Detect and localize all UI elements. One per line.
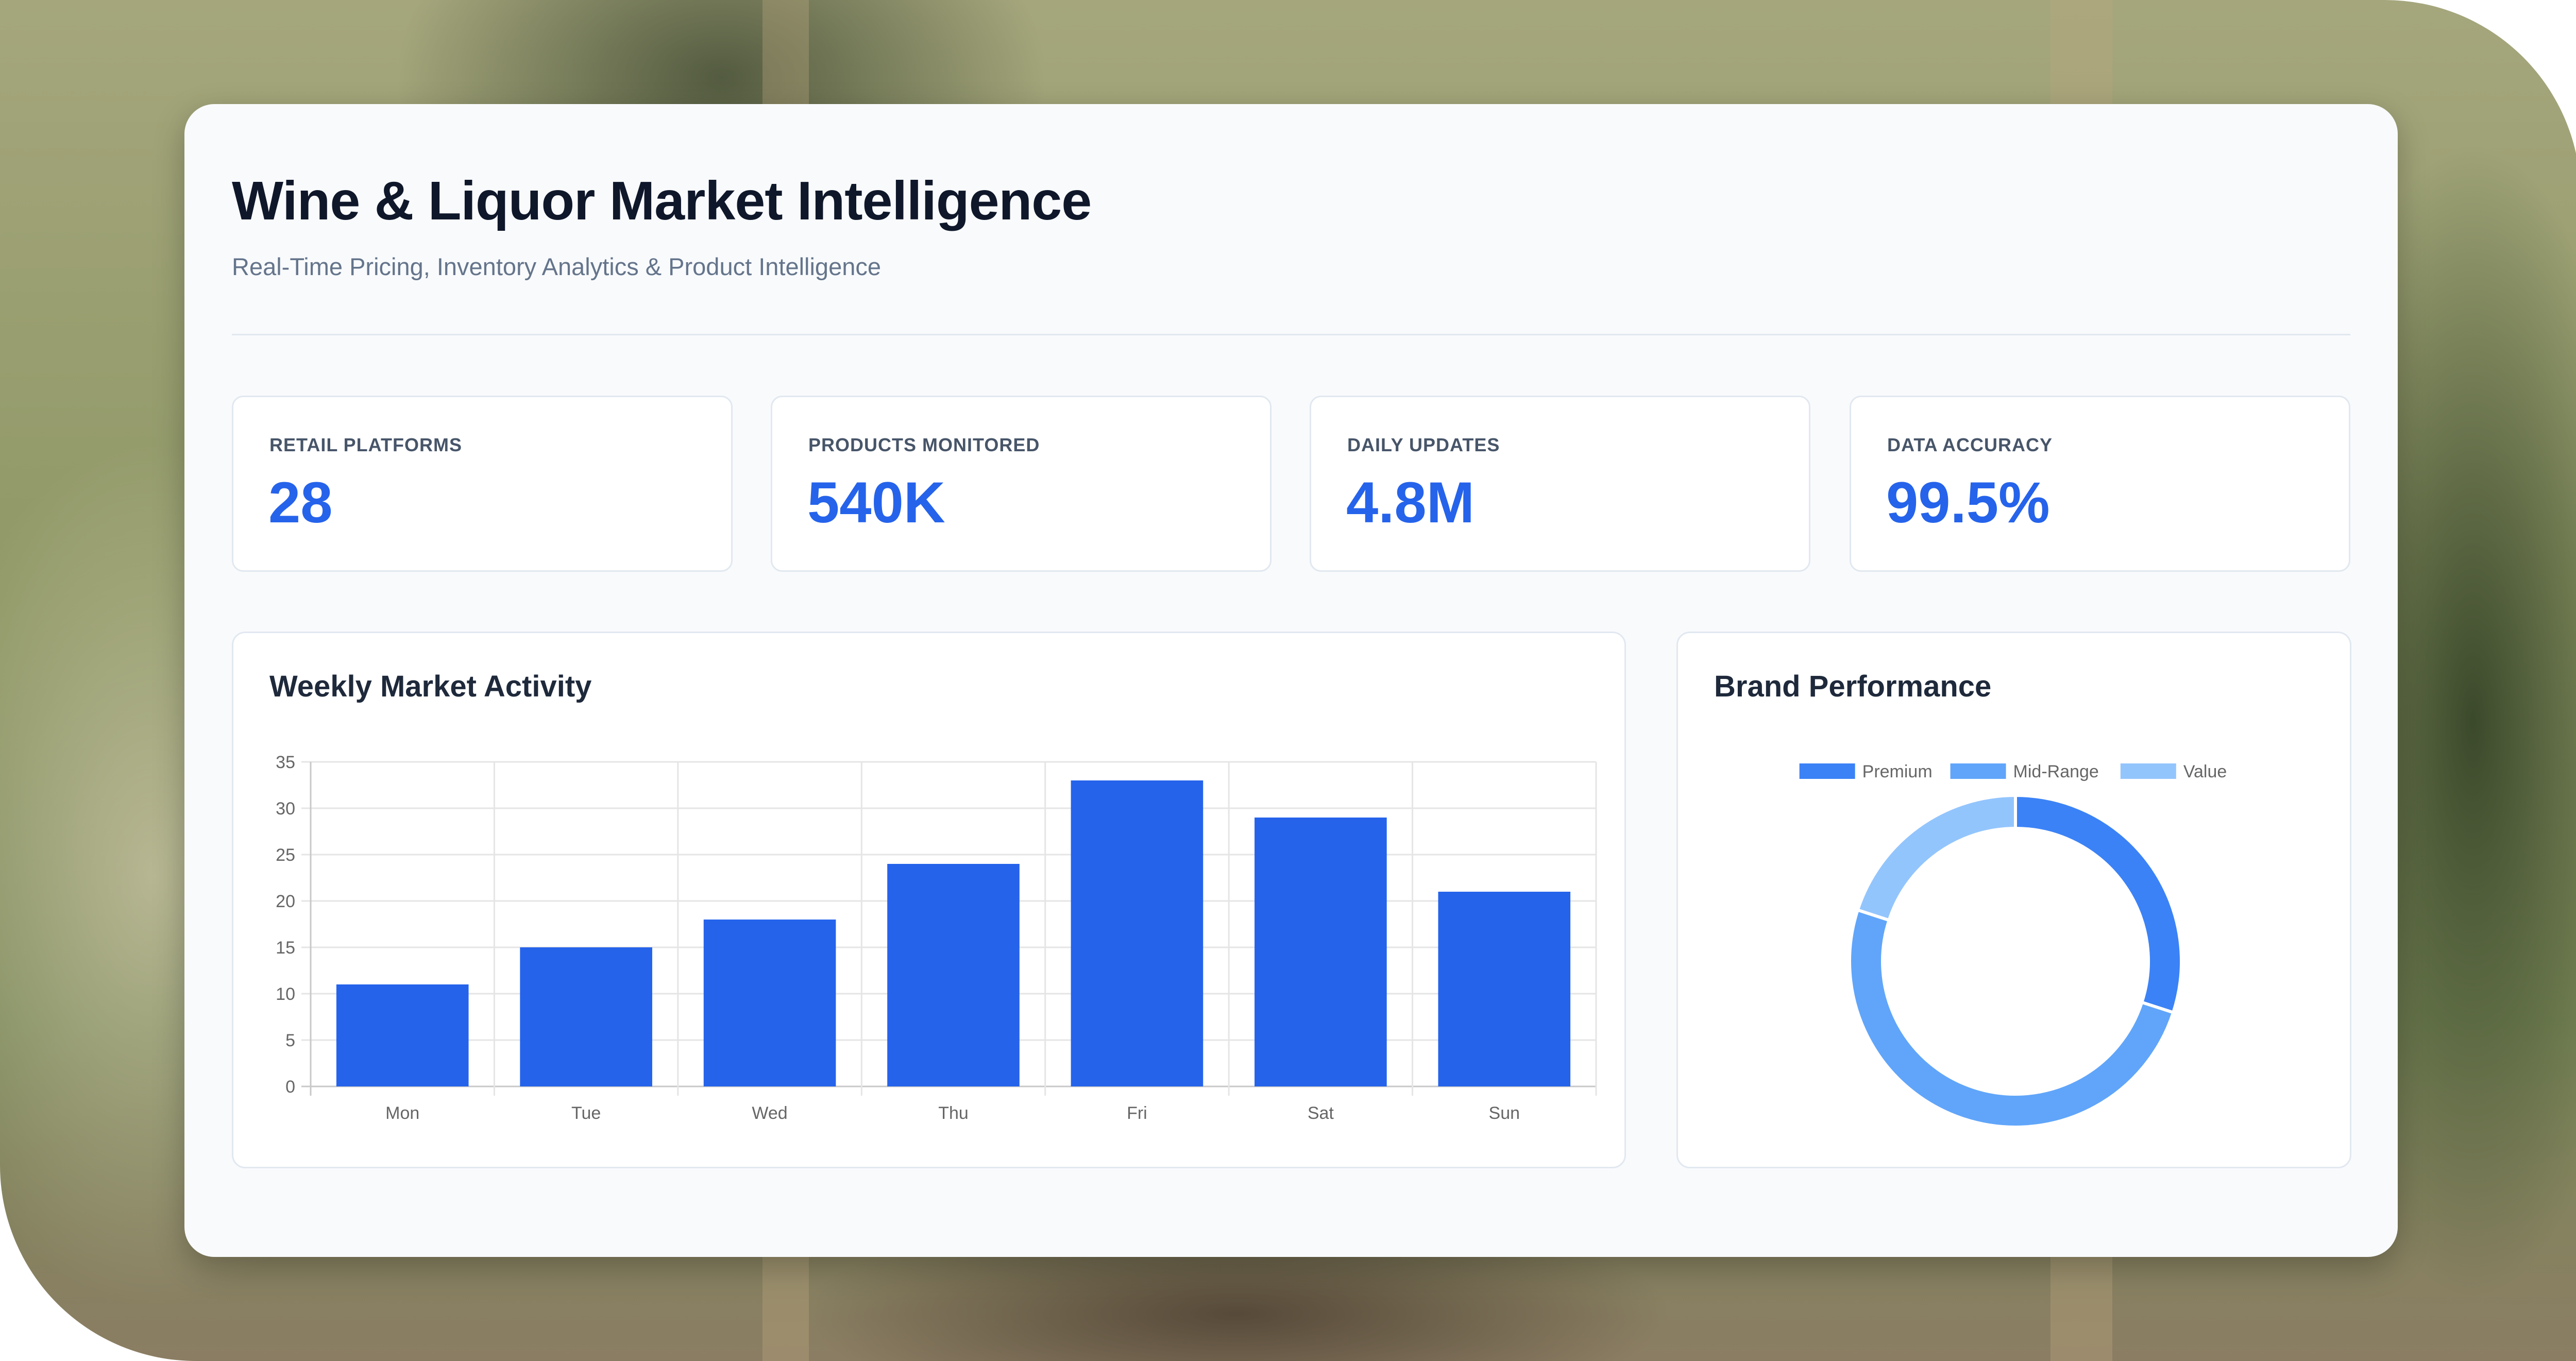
bar-wed [703, 920, 836, 1086]
x-tick-label: Sat [1308, 1103, 1334, 1123]
y-tick-label: 20 [276, 892, 295, 911]
y-tick-label: 15 [276, 938, 295, 958]
y-tick-label: 25 [276, 845, 295, 865]
stat-card-daily-updates: DAILY UPDATES 4.8M [1310, 396, 1810, 572]
stat-card-retail-platforms: RETAIL PLATFORMS 28 [232, 396, 733, 572]
dashboard-panel: Wine & Liquor Market Intelligence Real-T… [184, 104, 2398, 1257]
stat-value: 28 [268, 470, 333, 535]
chart-title: Brand Performance [1714, 670, 1992, 703]
y-tick-label: 35 [276, 753, 295, 772]
legend-label: Premium [1862, 762, 1933, 781]
chart-title: Weekly Market Activity [269, 670, 592, 703]
x-tick-label: Tue [571, 1103, 601, 1123]
stat-label: DATA ACCURACY [1887, 434, 2053, 455]
bar-sun [1438, 892, 1571, 1086]
brand-doughnut-chart: Premium Mid-Range Value [1799, 762, 2227, 1129]
legend-label: Mid-Range [2013, 762, 2099, 781]
page-title: Wine & Liquor Market Intelligence [232, 171, 1092, 231]
x-tick-label: Sun [1489, 1103, 1520, 1123]
slice-premium [2014, 793, 2183, 1015]
legend-swatch-value [2120, 763, 2176, 779]
legend-swatch-premium [1799, 763, 1855, 779]
bar-mon [336, 984, 469, 1086]
stat-value: 4.8M [1346, 470, 1475, 535]
x-tick-label: Wed [752, 1103, 787, 1123]
stat-card-data-accuracy: DATA ACCURACY 99.5% [1850, 396, 2350, 572]
weekly-bar-chart: 0 5 10 15 20 25 30 35 Mon Tue Wed Thu Fri Sat Sun [276, 753, 1597, 1123]
bar-thu [887, 864, 1020, 1086]
y-tick-label: 5 [285, 1031, 295, 1050]
weekly-activity-card: Weekly Market Activity 0 5 10 15 20 25 30 35 Mon… [232, 632, 1626, 1168]
stat-label: DAILY UPDATES [1347, 434, 1500, 455]
y-tick-label: 10 [276, 984, 295, 1004]
stat-value: 99.5% [1886, 470, 2050, 535]
header-divider [232, 334, 2350, 335]
slice-mid-range [1848, 908, 2176, 1129]
y-tick-label: 30 [276, 799, 295, 819]
legend-swatch-mid-range [1950, 763, 2006, 779]
stat-label: RETAIL PLATFORMS [269, 434, 462, 455]
legend-label: Value [2183, 762, 2227, 781]
brand-performance-card: Brand Performance Premium Mid-Range Value [1676, 632, 2351, 1168]
y-tick-label: 0 [285, 1077, 295, 1097]
bar-fri [1071, 780, 1204, 1086]
stat-label: PRODUCTS MONITORED [808, 434, 1040, 455]
x-tick-label: Thu [938, 1103, 969, 1123]
x-tick-label: Mon [385, 1103, 419, 1123]
bar-sat [1255, 818, 1387, 1086]
slice-value [1855, 793, 2017, 923]
x-tick-label: Fri [1127, 1103, 1147, 1123]
page-subtitle: Real-Time Pricing, Inventory Analytics &… [232, 253, 881, 280]
bar-tue [520, 947, 652, 1086]
stat-card-products-monitored: PRODUCTS MONITORED 540K [771, 396, 1272, 572]
stat-value: 540K [807, 470, 945, 535]
